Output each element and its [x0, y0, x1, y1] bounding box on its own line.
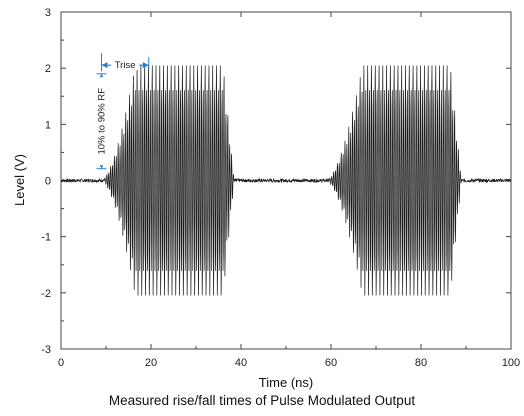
- y-tick-label: -1: [41, 232, 51, 244]
- x-tick-label: 40: [235, 357, 247, 369]
- rf-label: 10% to 90% RF: [97, 88, 108, 155]
- figure-caption: Measured rise/fall times of Pulse Modula…: [108, 393, 416, 408]
- x-tick-label: 80: [415, 357, 427, 369]
- axis-ticks: [60, 11, 512, 350]
- trise-label: Trise: [115, 60, 136, 71]
- waveform-line: [60, 65, 512, 296]
- x-tick-label: 100: [502, 357, 520, 369]
- x-tick-labels: 0 20 40 60 80 100: [58, 357, 520, 369]
- y-tick-label: 3: [45, 7, 51, 19]
- trise-arrow-right: [142, 62, 149, 69]
- y-tick-label: 0: [45, 176, 51, 188]
- y-tick-labels: 3 2 1 0 -1 -2 -3: [41, 7, 51, 356]
- y-tick-label: -3: [41, 344, 51, 356]
- annotations: Trise 10% to 90% RF: [95, 53, 150, 170]
- trise-arrow-left: [101, 62, 108, 69]
- y-tick-label: -2: [41, 288, 51, 300]
- y-axis-title: Level (V): [12, 154, 27, 206]
- x-tick-label: 20: [145, 357, 157, 369]
- trise-label-bg: [111, 58, 140, 71]
- rf-label-bg: [95, 77, 108, 166]
- x-tick-label: 0: [58, 357, 64, 369]
- x-axis-title: Time (ns): [259, 375, 313, 390]
- y-tick-label: 2: [45, 63, 51, 75]
- y-tick-label: 1: [45, 119, 51, 131]
- x-tick-label: 60: [325, 357, 337, 369]
